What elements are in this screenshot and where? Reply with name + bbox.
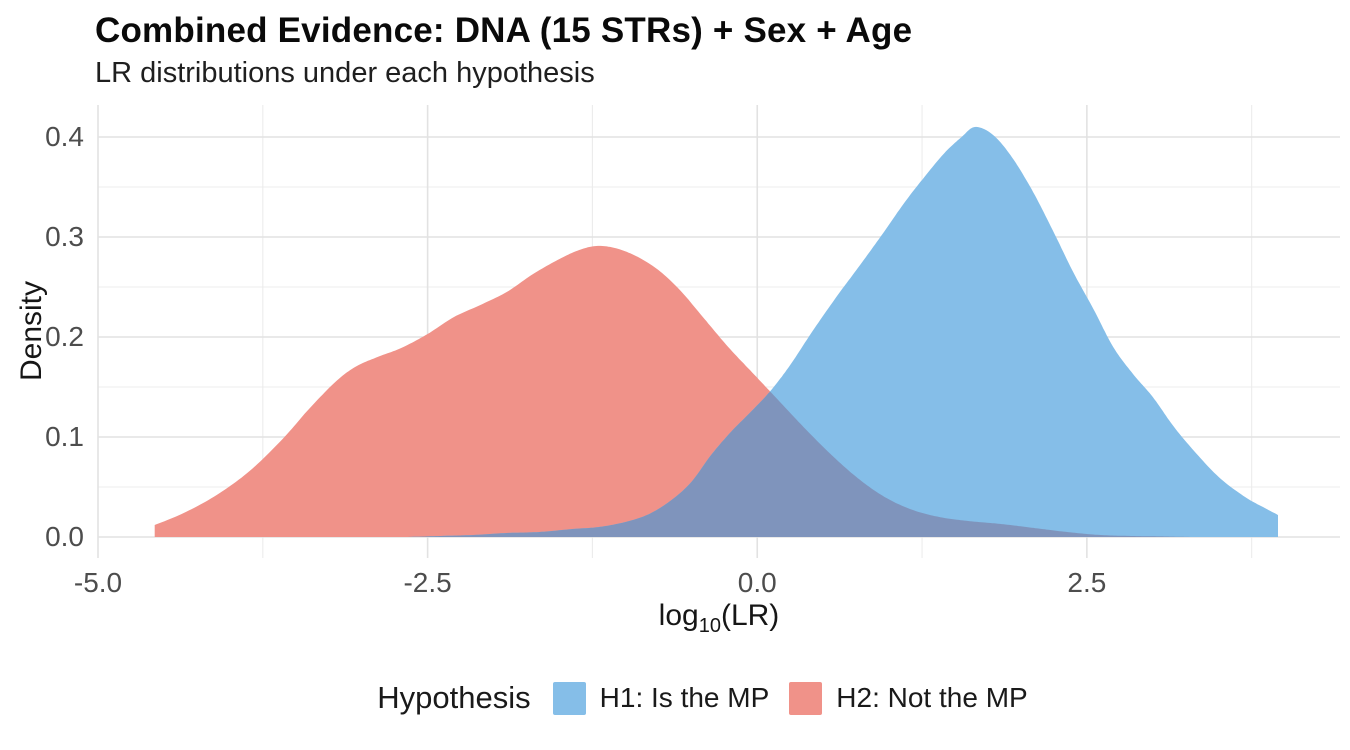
legend-item: H1: Is the MP — [552, 681, 770, 715]
legend-label: H1: Is the MP — [599, 682, 770, 713]
x-axis-title-subscript: 10 — [698, 615, 721, 637]
legend-label: H2: Not the MP — [836, 682, 1028, 713]
legend-swatch — [552, 681, 586, 715]
legend-items: H1: Is the MP H2: Not the MP — [552, 681, 1028, 715]
x-tick-label: -2.5 — [403, 567, 452, 598]
h2-density-area — [154, 245, 1193, 537]
y-tick-label: 0.4 — [45, 121, 84, 152]
y-tick-label: 0.2 — [45, 321, 84, 352]
x-axis-title: log10(LR) — [569, 599, 869, 638]
x-axis-title-pre: log — [658, 599, 699, 632]
overlap-density-area — [407, 391, 1193, 537]
y-tick-label: 0.1 — [45, 421, 84, 452]
chart-subtitle: LR distributions under each hypothesis — [95, 57, 595, 89]
h1-density-area — [407, 126, 1278, 538]
y-tick-label: 0.0 — [45, 521, 84, 552]
legend-title: Hypothesis — [377, 680, 531, 715]
x-tick-label: 0.0 — [737, 567, 777, 598]
x-tick-label: 2.5 — [1067, 567, 1107, 598]
y-tick-label: 0.3 — [45, 221, 84, 252]
legend-item: H2: Not the MP — [789, 681, 1028, 715]
chart-title: Combined Evidence: DNA (15 STRs) + Sex +… — [95, 11, 913, 50]
legend-swatch — [789, 681, 823, 715]
legend: Hypothesis H1: Is the MP H2: Not the MP — [0, 680, 1350, 716]
x-axis-title-post: (LR) — [720, 599, 780, 632]
x-tick-label: -5.0 — [73, 567, 123, 598]
y-axis-title: Density — [15, 280, 48, 382]
